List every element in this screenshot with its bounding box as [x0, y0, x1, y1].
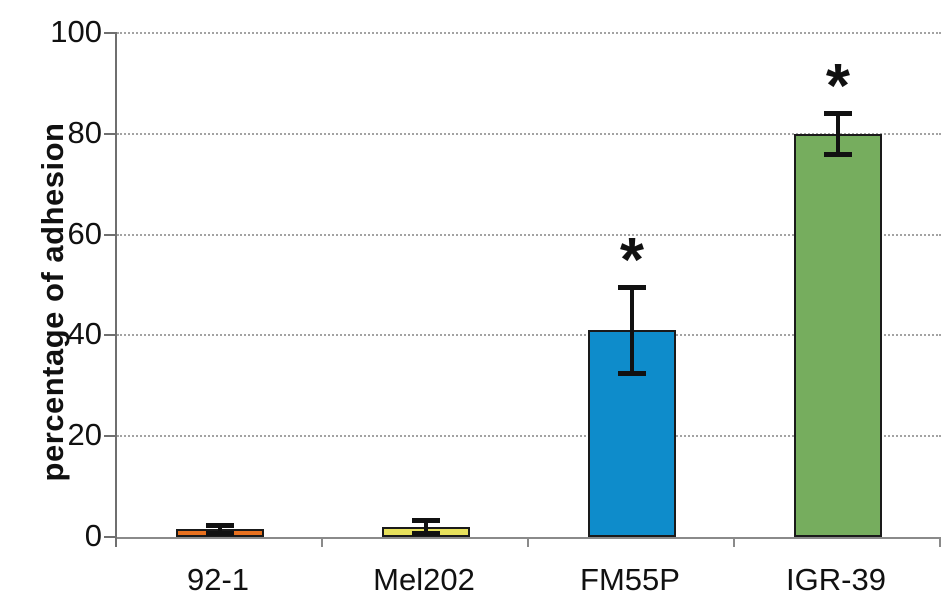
x-axis-tick — [527, 537, 529, 547]
x-axis-tick — [939, 537, 941, 547]
x-axis-tick — [321, 537, 323, 547]
y-axis-tick — [104, 132, 117, 135]
y-tick-label: 80 — [67, 114, 102, 150]
error-cap-bottom — [412, 530, 440, 536]
x-category-label: FM55P — [580, 562, 680, 597]
error-cap-top — [824, 110, 852, 116]
error-bar-92-1 — [218, 525, 222, 533]
x-category-label: 92-1 — [186, 562, 250, 597]
y-tick-label: 100 — [50, 14, 102, 49]
y-tick-label: 60 — [67, 215, 102, 251]
plot-area: 0 20 40 60 80 100 * * — [50, 15, 941, 553]
error-bar-Mel202 — [424, 520, 428, 533]
bar-slot-IGR-39: * — [735, 33, 941, 537]
gridline-100 — [117, 32, 941, 34]
gridline-60 — [117, 233, 941, 236]
error-cap-bottom — [206, 530, 234, 536]
error-cap-top — [618, 284, 646, 290]
y-axis-tick — [104, 32, 117, 34]
error-cap-bottom — [618, 371, 646, 377]
error-cap-bottom — [824, 151, 852, 157]
error-bar-FM55P — [630, 287, 634, 374]
y-axis-tick — [104, 334, 117, 337]
bar-slot-92-1 — [117, 33, 323, 537]
bar-IGR-39 — [794, 133, 882, 537]
x-axis-labels: 92-1 Mel202 FM55P IGR-39 — [115, 562, 939, 606]
error-cap-top — [412, 517, 440, 523]
x-category-label: IGR-39 — [786, 562, 886, 597]
gridline-80 — [117, 132, 941, 135]
y-tick-label: 40 — [67, 316, 102, 352]
y-axis-tick — [104, 233, 117, 236]
x-category-label: Mel202 — [373, 562, 475, 597]
y-axis-tick — [104, 536, 117, 538]
y-tick-label: 20 — [67, 417, 102, 453]
x-axis-tick — [733, 537, 735, 547]
gridline-20 — [117, 435, 941, 438]
error-bar-IGR-39 — [836, 113, 840, 154]
bar-slot-FM55P: * — [529, 33, 735, 537]
significance-asterisk: * — [825, 51, 851, 121]
bar-slot-Mel202 — [323, 33, 529, 537]
y-axis-stub — [115, 537, 117, 547]
gridline-40 — [117, 334, 941, 337]
significance-asterisk: * — [619, 225, 645, 295]
y-axis-tick — [104, 435, 117, 438]
error-cap-top — [206, 522, 234, 528]
y-tick-label: 0 — [84, 518, 102, 553]
